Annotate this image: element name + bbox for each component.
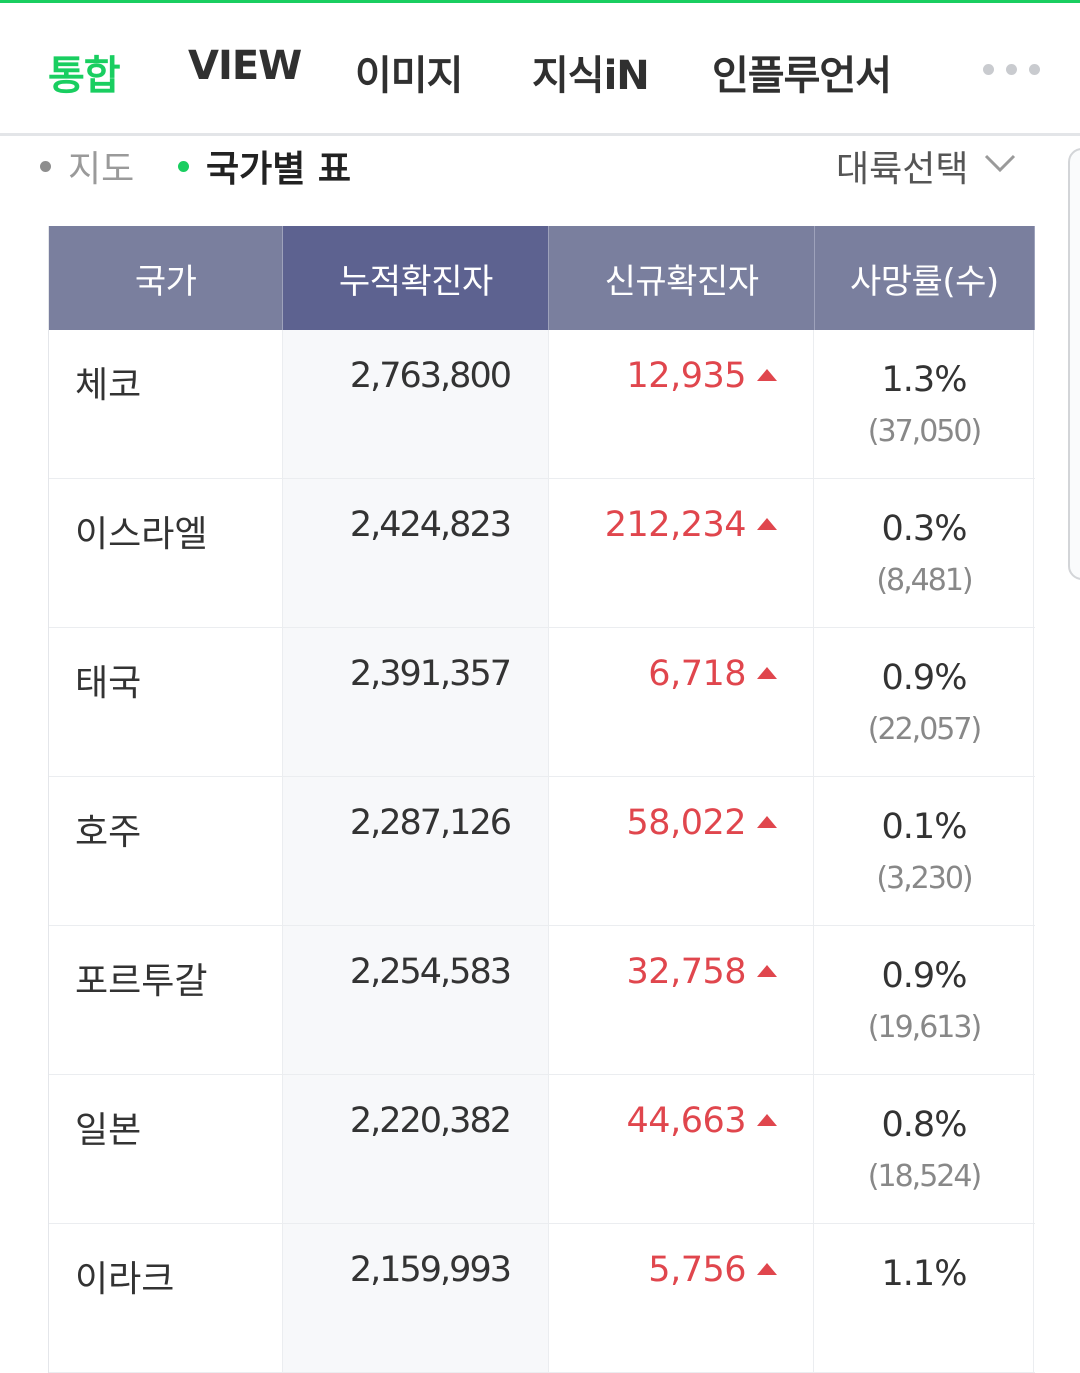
table-view-label: 국가별 표 (206, 149, 352, 190)
continent-select-label: 대륙선택 (836, 149, 969, 190)
new-cases-value: 5,756 (648, 1250, 746, 1290)
increase-arrow-icon (757, 369, 777, 381)
column-header-country[interactable]: 국가 (49, 226, 284, 330)
tab-view[interactable]: VIEW (188, 43, 302, 89)
map-view-label: 지도 (68, 149, 135, 190)
total-cases: 2,254,583 (349, 952, 512, 992)
new-cases-value: 58,022 (626, 803, 747, 843)
table-row[interactable]: 이라크 2,159,993 5,756 1.1% (49, 1224, 1035, 1373)
map-view-toggle[interactable]: 지도 (40, 140, 134, 192)
fatality-rate: 0.1% (881, 807, 968, 847)
country-name: 포르투갈 (75, 961, 208, 1002)
column-header-fatality-rate[interactable]: 사망률(수) (814, 226, 1035, 330)
death-count: (37,050) (867, 414, 982, 449)
new-cases: 58,022 (627, 803, 777, 843)
search-tab-bar: 통합 VIEW 이미지 지식iN 인플루언서 (0, 3, 1080, 133)
table-row[interactable]: 호주 2,287,126 58,022 0.1% (3,230) (49, 777, 1035, 926)
tab-knowledge-in[interactable]: 지식iN (532, 53, 650, 99)
table-header-row: 국가 누적확진자 신규확진자 사망률(수) (49, 226, 1035, 330)
table-view-toggle[interactable]: 국가별 표 (178, 140, 351, 192)
country-name: 체코 (75, 365, 142, 406)
new-cases-value: 32,758 (626, 952, 747, 992)
country-name: 이라크 (75, 1259, 175, 1300)
column-header-new-cases[interactable]: 신규확진자 (549, 226, 815, 330)
table-row[interactable]: 일본 2,220,382 44,663 0.8% (18,524) (49, 1075, 1035, 1224)
bullet-icon (40, 160, 51, 172)
increase-arrow-icon (757, 816, 777, 828)
continent-select[interactable]: 대륙선택 (836, 140, 1016, 192)
increase-arrow-icon (757, 965, 777, 977)
total-cases: 2,159,993 (349, 1250, 512, 1290)
table-row[interactable]: 포르투갈 2,254,583 32,758 0.9% (19,613) (49, 926, 1035, 1075)
total-cases: 2,763,800 (349, 356, 512, 396)
new-cases-value: 12,935 (626, 356, 747, 396)
country-name: 호주 (75, 812, 142, 853)
tab-influencer[interactable]: 인플루언서 (712, 53, 892, 99)
new-cases: 212,234 (605, 505, 777, 545)
new-cases-value: 6,718 (648, 654, 746, 694)
tab-divider (0, 133, 1080, 136)
increase-arrow-icon (757, 667, 777, 679)
fatality-rate: 0.3% (881, 509, 968, 549)
increase-arrow-icon (757, 1263, 777, 1275)
chevron-down-icon (985, 154, 1016, 173)
fatality-rate: 1.1% (881, 1254, 968, 1294)
total-cases: 2,391,357 (349, 654, 512, 694)
total-cases: 2,220,382 (349, 1101, 512, 1141)
tab-integrated[interactable]: 통합 (48, 53, 121, 99)
death-count: (3,230) (876, 861, 973, 896)
table-row[interactable]: 태국 2,391,357 6,718 0.9% (22,057) (49, 628, 1035, 777)
new-cases-value: 212,234 (604, 505, 747, 545)
top-accent-line (0, 0, 1080, 3)
country-name: 이스라엘 (75, 514, 208, 555)
new-cases: 12,935 (627, 356, 777, 396)
fatality-rate: 0.9% (881, 658, 968, 698)
new-cases-value: 44,663 (626, 1101, 747, 1141)
total-cases: 2,424,823 (349, 505, 512, 545)
death-count: (18,524) (867, 1159, 982, 1194)
table-row[interactable]: 이스라엘 2,424,823 212,234 0.3% (8,481) (49, 479, 1035, 628)
death-count: (22,057) (867, 712, 982, 747)
country-name: 태국 (75, 663, 142, 704)
fatality-rate: 1.3% (881, 360, 968, 400)
new-cases: 6,718 (648, 654, 777, 694)
country-name: 일본 (75, 1110, 142, 1151)
covid-country-table: 국가 누적확진자 신규확진자 사망률(수) 체코 2,763,800 12,93… (48, 226, 1035, 1373)
death-count: (19,613) (867, 1010, 982, 1045)
more-tabs-icon[interactable] (983, 64, 1040, 78)
tab-images[interactable]: 이미지 (355, 53, 463, 99)
bullet-icon (178, 160, 189, 172)
increase-arrow-icon (757, 1114, 777, 1126)
column-header-total-cases[interactable]: 누적확진자 (283, 226, 550, 330)
new-cases: 32,758 (627, 952, 777, 992)
death-count: (8,481) (876, 563, 973, 598)
total-cases: 2,287,126 (349, 803, 512, 843)
fatality-rate: 0.9% (881, 956, 968, 996)
new-cases: 44,663 (627, 1101, 777, 1141)
fatality-rate: 0.8% (881, 1105, 968, 1145)
increase-arrow-icon (757, 518, 777, 530)
table-row[interactable]: 체코 2,763,800 12,935 1.3% (37,050) (49, 330, 1035, 479)
new-cases: 5,756 (648, 1250, 777, 1290)
side-scroll-handle[interactable] (1068, 148, 1080, 580)
